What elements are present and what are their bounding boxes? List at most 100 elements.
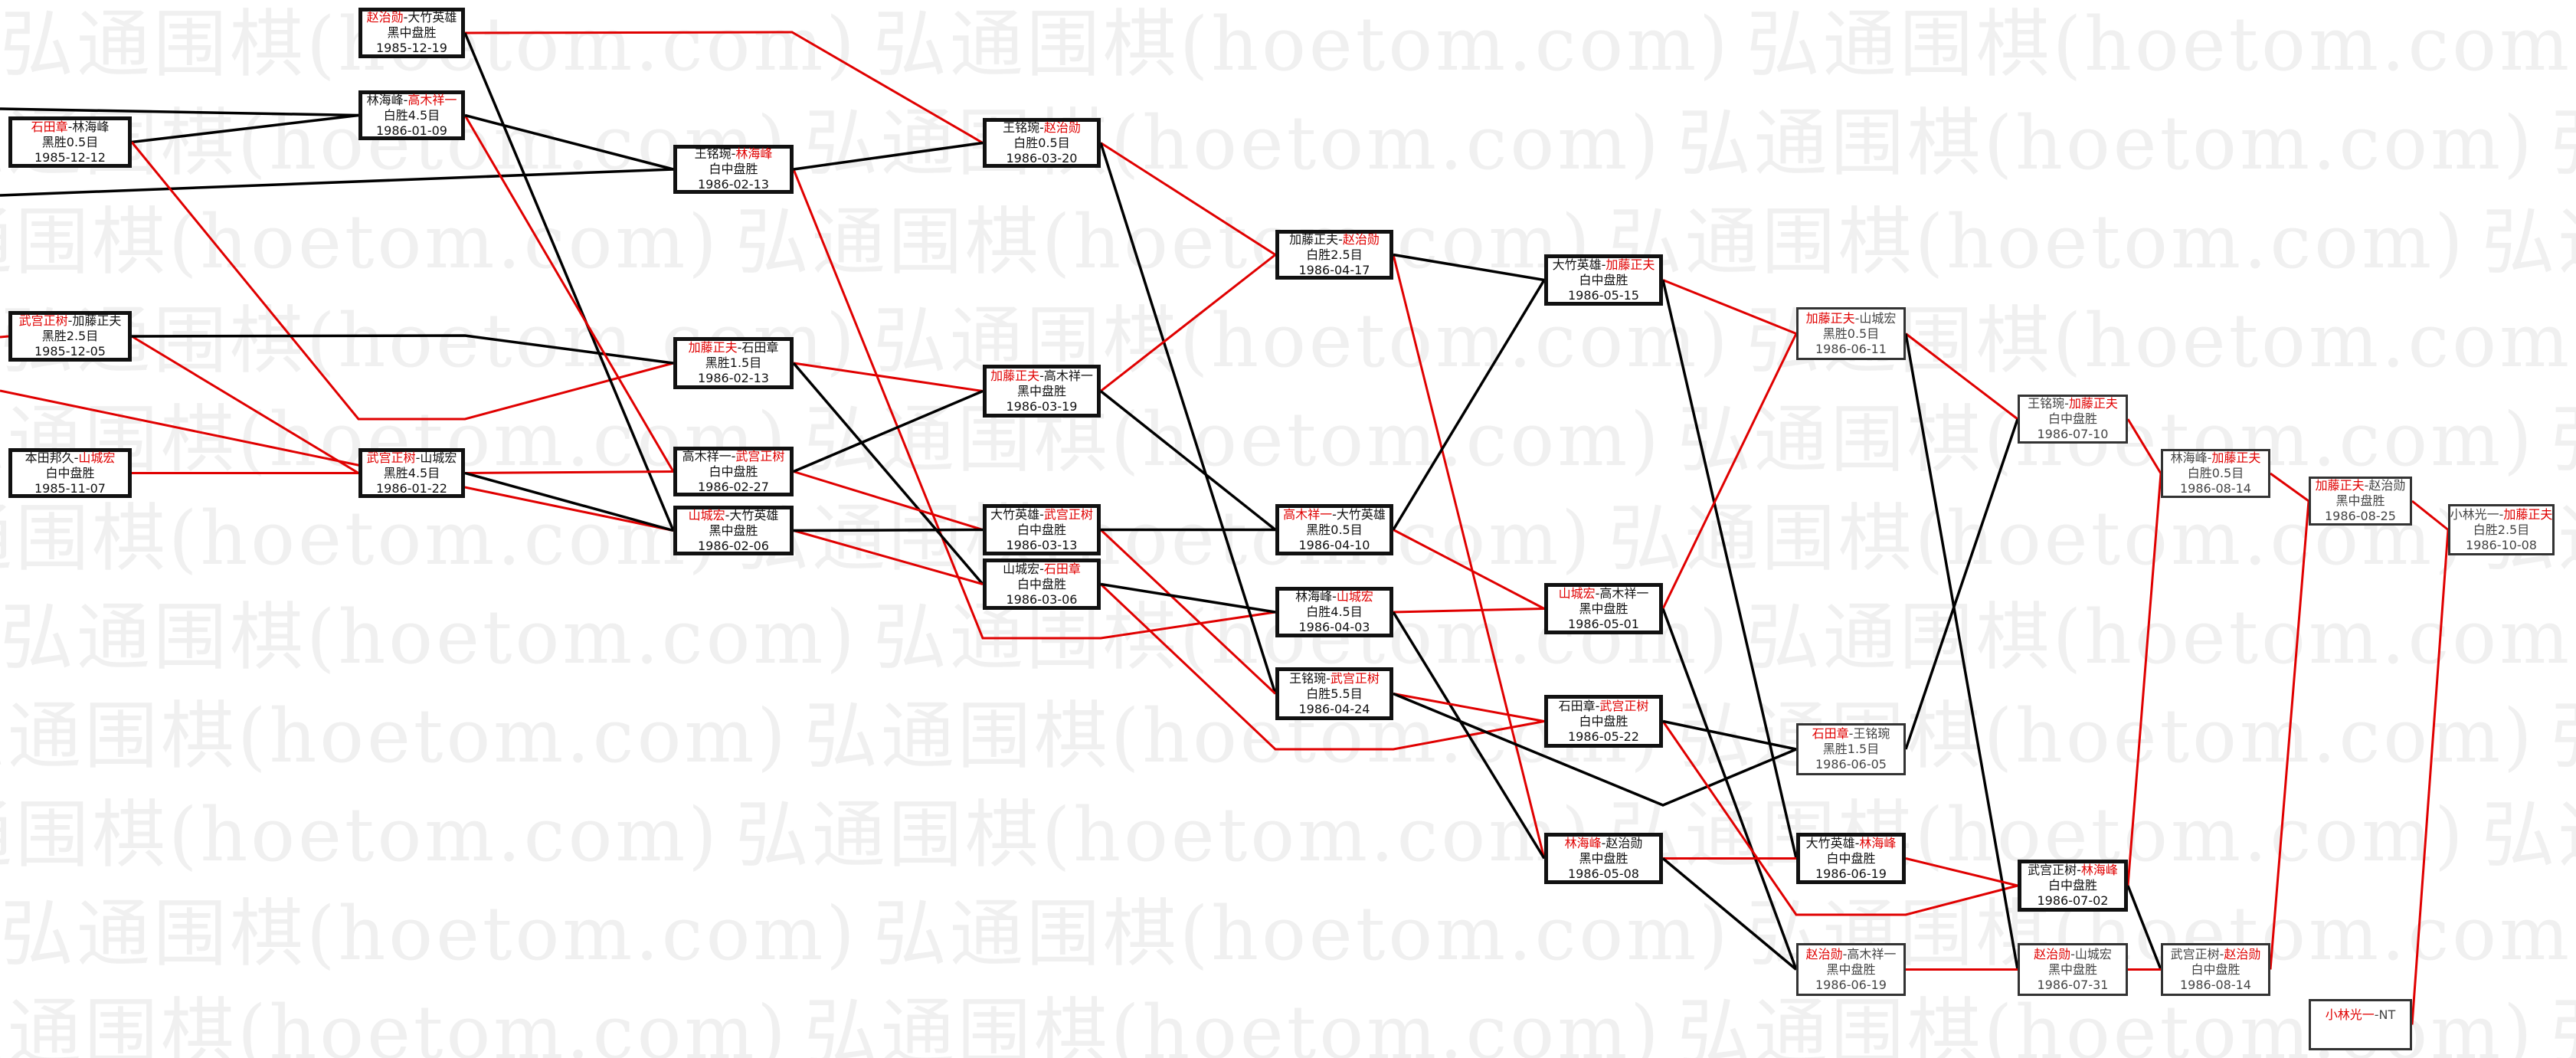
- loser-link-C2-D4: [792, 362, 984, 585]
- game-result: 白中盘胜: [709, 162, 758, 176]
- game-box-A2[interactable]: 武宫正树-加藤正夫 黑胜2.5目 1985-12-05: [8, 311, 132, 362]
- game-result: 黑胜1.5目: [1822, 742, 1880, 756]
- game-box-A3[interactable]: 本田邦久-山城宏 白中盘胜 1985-11-07: [8, 448, 132, 498]
- winner-link-E2-F2: [1393, 529, 1545, 610]
- player-name: 山城宏: [420, 450, 457, 465]
- separator: -: [403, 92, 408, 107]
- separator: -: [67, 119, 73, 134]
- loser-link-E3-F4: [1392, 611, 1546, 860]
- player-name: 山城宏: [1859, 310, 1897, 326]
- game-box-J2[interactable]: 小林光一-NT: [2309, 999, 2412, 1050]
- game-box-K1[interactable]: 小林光一-加藤正夫 白胜2.5目 1986-10-08: [2448, 504, 2555, 555]
- game-players: 武宫正树-赵治勋: [2171, 947, 2261, 962]
- game-box-G3[interactable]: 大竹英雄-林海峰 白中盘胜 1986-06-19: [1796, 833, 1906, 884]
- game-result: 白中盘胜: [45, 465, 95, 480]
- game-box-H2[interactable]: 武宫正树-林海峰 白中盘胜 1986-07-02: [2018, 860, 2128, 912]
- winner-player-name: 加藤正夫: [2068, 396, 2118, 411]
- game-result: 白胜5.5目: [1306, 686, 1363, 701]
- separator: -: [2364, 478, 2369, 493]
- winner-player-name: 林海峰: [1564, 835, 1602, 850]
- game-players: 王铭琬-林海峰: [695, 146, 773, 162]
- game-result: 白中盘胜: [2047, 411, 2097, 426]
- separator: -: [1848, 726, 1854, 741]
- player-name: 赵治勋: [2368, 478, 2406, 493]
- separator: -: [67, 313, 73, 328]
- game-result: 白胜4.5目: [1306, 604, 1363, 619]
- game-box-C2[interactable]: 加藤正夫-石田章 黑胜1.5目 1986-02-13: [673, 337, 794, 389]
- game-box-F3[interactable]: 石田章-武宫正树 白中盘胜 1986-05-22: [1544, 695, 1663, 748]
- game-date: 1986-03-13: [1006, 537, 1078, 552]
- game-box-G1[interactable]: 加藤正夫-山城宏 黑胜0.5目 1986-06-11: [1796, 307, 1906, 360]
- game-box-D4[interactable]: 山城宏-石田章 白中盘胜 1986-03-06: [983, 558, 1101, 610]
- game-box-B3[interactable]: 武宫正树-山城宏 黑胜4.5目 1986-01-22: [358, 448, 465, 498]
- game-result: 黑中盘胜: [2047, 961, 2097, 977]
- game-box-H3[interactable]: 赵治勋-山城宏 黑中盘胜 1986-07-31: [2018, 943, 2128, 996]
- player-name: 山城宏: [2074, 946, 2112, 961]
- loser-link-G2-H1: [1904, 418, 2019, 750]
- winner-player-name: 林海峰: [2080, 863, 2118, 877]
- game-players: 高木祥一-武宫正树: [682, 449, 785, 464]
- game-result: 黑中盘胜: [1579, 601, 1628, 616]
- game-box-J1[interactable]: 加藤正夫-赵治勋 黑中盘胜 1986-08-25: [2309, 477, 2412, 526]
- game-players: 武宫正树-加藤正夫: [19, 313, 122, 329]
- separator: -: [1595, 585, 1600, 601]
- separator: -: [1854, 835, 1860, 850]
- game-date: 1986-07-31: [2037, 977, 2109, 992]
- game-players: 大竹英雄-加藤正夫: [1553, 257, 1655, 273]
- game-players: 王铭琬-加藤正夫: [2028, 396, 2118, 411]
- game-box-F2[interactable]: 山城宏-高木祥一 黑中盘胜 1986-05-01: [1544, 583, 1663, 634]
- game-box-B1[interactable]: 赵治勋-大竹英雄 黑中盘胜 1985-12-19: [358, 8, 465, 58]
- loser-link-B3-C4: [464, 471, 674, 532]
- winner-link-C3-D3: [793, 470, 984, 531]
- game-box-E3[interactable]: 林海峰-山城宏 白胜4.5目 1986-04-03: [1275, 587, 1393, 637]
- game-box-D1[interactable]: 王铭琬-赵治勋 白胜0.5目 1986-03-20: [983, 118, 1101, 168]
- game-players: 赵治勋-高木祥一: [1806, 947, 1897, 962]
- game-players: 武宫正树-山城宏: [367, 450, 457, 466]
- winner-link-D3-E4: [1099, 529, 1277, 695]
- player-name: 山城宏: [1003, 561, 1040, 576]
- separator: -: [1842, 946, 1848, 961]
- game-players: 山城宏-大竹英雄: [689, 508, 779, 523]
- game-box-B2[interactable]: 林海峰-高木祥一 白胜4.5目 1986-01-09: [358, 90, 465, 140]
- winner-player-name: 赵治勋: [1342, 231, 1380, 247]
- winner-player-name: 赵治勋: [2034, 946, 2071, 961]
- separator: -: [2219, 946, 2224, 961]
- game-box-F4[interactable]: 林海峰-赵治勋 黑中盘胜 1986-05-08: [1544, 833, 1663, 884]
- winner-player-name: 加藤正夫: [1605, 257, 1655, 272]
- game-box-D2[interactable]: 加藤正夫-高木祥一 黑中盘胜 1986-03-19: [983, 365, 1101, 418]
- game-box-G2[interactable]: 石田章-王铭琬 黑胜1.5目 1986-06-05: [1796, 723, 1906, 775]
- game-box-C1[interactable]: 王铭琬-林海峰 白中盘胜 1986-02-13: [673, 145, 794, 194]
- game-date: 1986-06-05: [1815, 757, 1887, 771]
- game-date: 1986-03-06: [1006, 591, 1078, 607]
- player-name: 武宫正树: [2028, 863, 2077, 877]
- game-box-E1[interactable]: 加藤正夫-赵治勋 白胜2.5目 1986-04-17: [1275, 230, 1393, 280]
- game-date: 1986-05-08: [1568, 866, 1639, 881]
- winner-link-H1-I1: [2126, 418, 2162, 474]
- game-box-A1[interactable]: 石田章-林海峰 黑胜0.5目 1985-12-12: [8, 116, 132, 168]
- game-box-C4[interactable]: 山城宏-大竹英雄 黑中盘胜 1986-02-06: [673, 506, 794, 555]
- game-players: 加藤正夫-石田章: [689, 340, 779, 355]
- separator: -: [1039, 368, 1044, 383]
- separator: -: [1326, 670, 1331, 686]
- winner-player-name: 林海峰: [1859, 835, 1897, 850]
- game-box-C3[interactable]: 高木祥一-武宫正树 白中盘胜 1986-02-27: [673, 447, 794, 496]
- game-box-E2[interactable]: 高木祥一-大竹英雄 黑胜0.5目 1986-04-10: [1275, 504, 1393, 555]
- game-box-D3[interactable]: 大竹英雄-武宫正树 白中盘胜 1986-03-13: [983, 504, 1101, 555]
- game-box-E4[interactable]: 王铭琬-武宫正树 白胜5.5目 1986-04-24: [1275, 667, 1393, 720]
- loser-link-F3-G2: [1662, 719, 1797, 751]
- winner-link-E3-F2: [1393, 608, 1545, 614]
- game-box-H1[interactable]: 王铭琬-加藤正夫 白中盘胜 1986-07-10: [2018, 395, 2128, 444]
- winner-player-name: 赵治勋: [366, 10, 404, 25]
- game-result: 白胜4.5目: [383, 107, 440, 123]
- game-box-F1[interactable]: 大竹英雄-加藤正夫 白中盘胜 1986-05-15: [1544, 254, 1663, 306]
- game-box-G4[interactable]: 赵治勋-高木祥一 黑中盘胜 1986-06-19: [1796, 943, 1906, 996]
- winner-player-name: 武宫正树: [1043, 506, 1093, 522]
- game-box-I1[interactable]: 林海峰-加藤正夫 白胜0.5目 1986-08-14: [2161, 449, 2270, 498]
- game-date: 1986-03-19: [1006, 398, 1078, 414]
- game-box-I2[interactable]: 武宫正树-赵治勋 白中盘胜 1986-08-14: [2161, 943, 2270, 996]
- winner-player-name: 高木祥一: [408, 92, 457, 107]
- loser-link-B2-C1: [464, 113, 674, 171]
- game-date: 1986-06-19: [1815, 866, 1887, 881]
- separator: -: [403, 10, 408, 25]
- separator: -: [731, 146, 736, 161]
